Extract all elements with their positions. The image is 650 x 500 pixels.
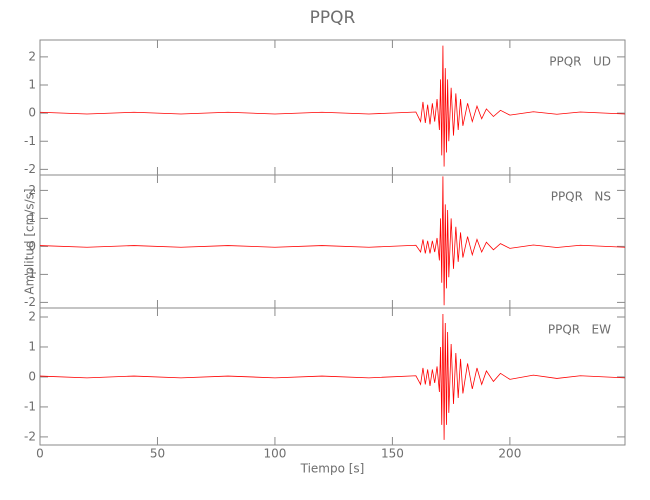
y-tick-label: 1 xyxy=(28,211,36,225)
panel-frame xyxy=(39,174,626,309)
x-tick-label: 0 xyxy=(36,447,44,461)
waveform xyxy=(39,313,626,440)
y-tick-label: 0 xyxy=(28,106,36,120)
waveform xyxy=(39,176,626,306)
y-tick-label: -2 xyxy=(24,429,36,443)
panel-frame xyxy=(39,39,626,176)
y-tick-label: -1 xyxy=(24,399,36,413)
chart-title: PPQR xyxy=(310,8,356,28)
y-axis-label: Amplitud [cm/s/s] xyxy=(23,188,37,294)
y-tick-label: 2 xyxy=(28,49,36,63)
y-tick-label: -1 xyxy=(24,134,36,148)
y-tick-label: 1 xyxy=(28,78,36,92)
y-tick-label: 1 xyxy=(28,339,36,353)
channel-label: PPQR UD xyxy=(549,55,611,69)
y-tick-label: 2 xyxy=(28,183,36,197)
y-tick-label: 0 xyxy=(28,369,36,383)
y-tick-label: -2 xyxy=(24,295,36,309)
y-tick-label: -1 xyxy=(24,267,36,281)
y-tick-label: 0 xyxy=(28,239,36,253)
channel-label: PPQR NS xyxy=(551,190,611,204)
x-axis-label: Tiempo [s] xyxy=(300,462,365,476)
x-tick-label: 150 xyxy=(381,447,404,461)
x-tick-label: 50 xyxy=(150,447,165,461)
y-tick-label: 2 xyxy=(28,309,36,323)
x-tick-label: 100 xyxy=(263,447,286,461)
waveform xyxy=(39,45,626,167)
channel-label: PPQR EW xyxy=(548,323,611,337)
y-tick-label: -2 xyxy=(24,162,36,176)
x-tick-label: 200 xyxy=(498,447,521,461)
